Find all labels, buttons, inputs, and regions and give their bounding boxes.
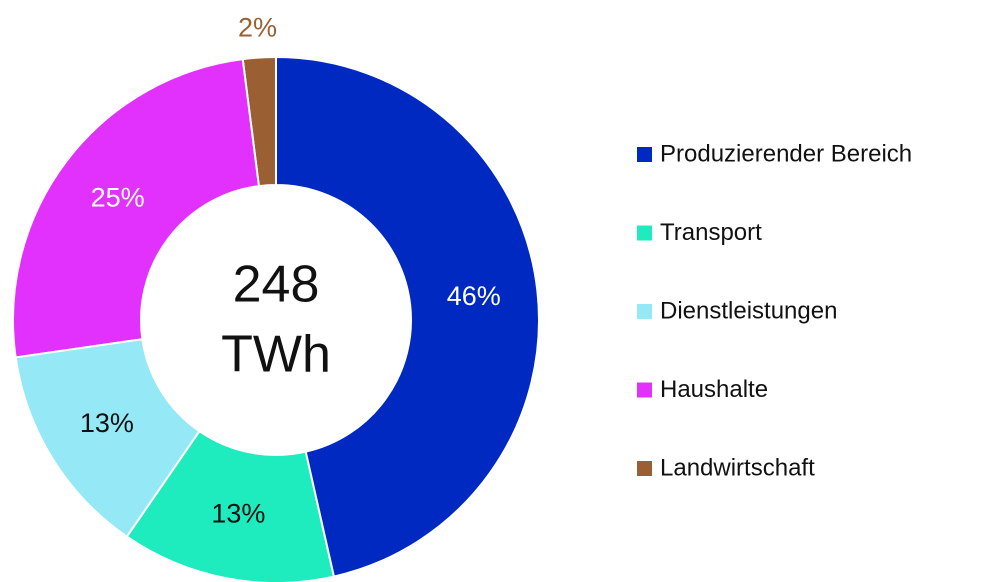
center-value: 248 bbox=[233, 256, 320, 314]
donut-slice bbox=[14, 338, 201, 539]
slice-label: 25% bbox=[91, 183, 145, 213]
slice-label: 13% bbox=[80, 408, 134, 438]
legend-label: Haushalte bbox=[660, 376, 768, 403]
legend-swatch bbox=[637, 225, 652, 241]
slice-label: 46% bbox=[447, 281, 501, 311]
slice-label: 2% bbox=[238, 13, 277, 43]
legend-label: Transport bbox=[660, 219, 762, 246]
legend-swatch bbox=[637, 382, 652, 398]
donut-slice bbox=[125, 429, 336, 582]
legend-label: Landwirtschaft bbox=[660, 454, 815, 481]
donut-slice bbox=[12, 57, 261, 359]
slice-label: 13% bbox=[211, 499, 265, 529]
legend-label: Dienstleistungen bbox=[660, 297, 837, 324]
legend-swatch bbox=[637, 147, 652, 162]
donut-slice bbox=[275, 55, 540, 578]
legend-swatch bbox=[637, 461, 652, 476]
center-unit: TWh bbox=[221, 326, 331, 384]
legend-label: Produzierender Bereich bbox=[660, 140, 912, 167]
legend-swatch bbox=[637, 304, 652, 319]
